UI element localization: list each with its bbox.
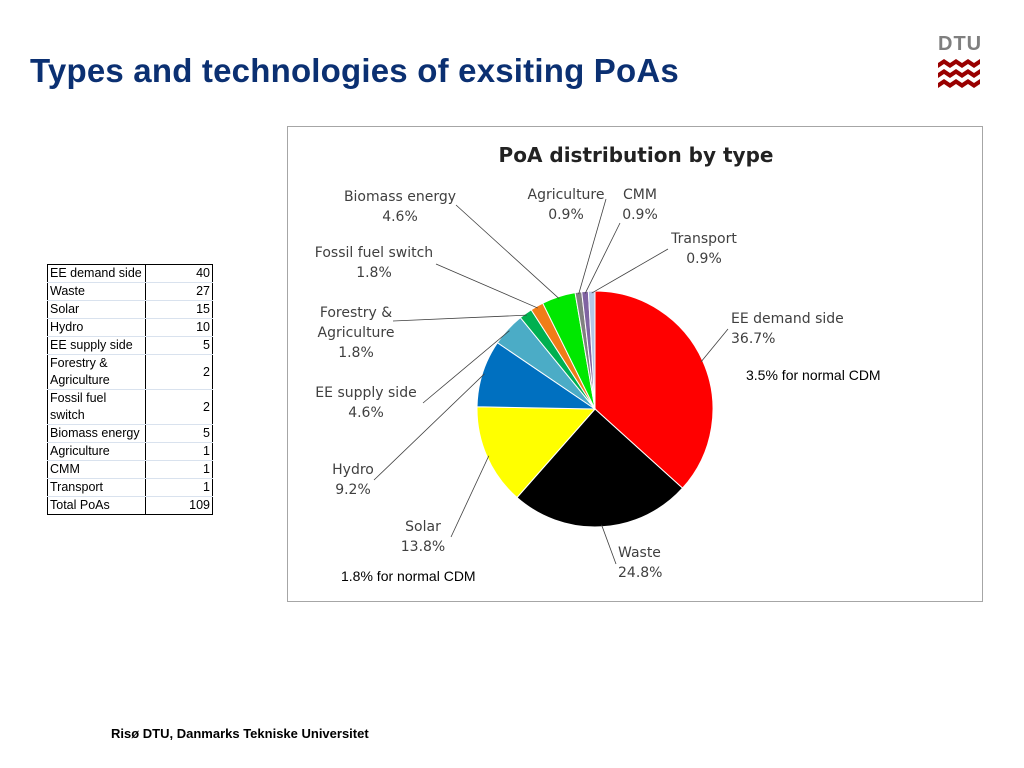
leader-line bbox=[435, 263, 539, 309]
row-value: 27 bbox=[145, 282, 213, 301]
row-label: Forestry & Agriculture bbox=[47, 354, 146, 390]
leader-line bbox=[455, 204, 560, 299]
leader-line bbox=[450, 455, 490, 538]
row-label: Solar bbox=[47, 300, 146, 319]
table-row: Forestry & Agriculture 2 bbox=[47, 354, 213, 390]
slice-label-waste: Waste 24.8% bbox=[618, 545, 662, 581]
table-row: CMM 1 bbox=[47, 460, 213, 479]
pie-slice-waste bbox=[516, 408, 684, 528]
leader-line bbox=[601, 524, 617, 565]
chart-frame: PoA distribution by type EE demand side 3… bbox=[287, 126, 983, 602]
row-value: 2 bbox=[145, 354, 213, 390]
dtu-logo: DTU bbox=[936, 33, 982, 95]
slice-label-solar: Solar 13.8% bbox=[401, 519, 445, 555]
row-label: Hydro bbox=[47, 318, 146, 337]
chart-title: PoA distribution by type bbox=[499, 143, 774, 167]
row-label: Total PoAs bbox=[47, 496, 146, 515]
ee-demand-note: 3.5% for normal CDM bbox=[746, 367, 881, 383]
table-row: Solar 15 bbox=[47, 300, 213, 319]
row-label: Biomass energy bbox=[47, 424, 146, 443]
table-row: Waste 27 bbox=[47, 282, 213, 301]
row-value: 1 bbox=[145, 442, 213, 461]
leader-line bbox=[392, 314, 527, 322]
slice-label-transport: Transport 0.9% bbox=[670, 231, 737, 267]
table-row: EE demand side 40 bbox=[47, 264, 213, 283]
table-row: Transport 1 bbox=[47, 478, 213, 497]
row-label: Fossil fuel switch bbox=[47, 389, 146, 425]
footer-text: Risø DTU, Danmarks Tekniske Universitet bbox=[111, 726, 369, 741]
table-row: EE supply side 5 bbox=[47, 336, 213, 355]
row-value: 15 bbox=[145, 300, 213, 319]
dtu-logo-mark bbox=[938, 59, 980, 88]
solar-note: 1.8% for normal CDM bbox=[341, 568, 476, 584]
row-value: 5 bbox=[145, 424, 213, 443]
pie-slice-solar bbox=[476, 406, 597, 499]
leader-line bbox=[591, 248, 669, 294]
row-value: 1 bbox=[145, 478, 213, 497]
row-value: 10 bbox=[145, 318, 213, 337]
row-value: 1 bbox=[145, 460, 213, 479]
slice-label-biomass-energy: Biomass energy 4.6% bbox=[344, 189, 456, 225]
row-label: EE demand side bbox=[47, 264, 146, 283]
pie-chart: PoA distribution by type EE demand side 3… bbox=[315, 143, 844, 581]
row-value: 40 bbox=[145, 264, 213, 283]
leader-line bbox=[700, 328, 729, 363]
slice-label-hydro: Hydro 9.2% bbox=[332, 462, 374, 498]
slide-title: Types and technologies of exsiting PoAs bbox=[30, 52, 679, 89]
row-label: Transport bbox=[47, 478, 146, 497]
slice-label-forestry-agriculture: Forestry & Agriculture 1.8% bbox=[318, 305, 395, 361]
poa-count-table: EE demand side 40 Waste 27 Solar 15 Hydro 10 EE … bbox=[47, 264, 213, 515]
leader-line bbox=[373, 373, 485, 481]
row-label: Waste bbox=[47, 282, 146, 301]
slice-label-ee-demand-side: EE demand side 36.7% bbox=[731, 311, 844, 347]
table-row: Biomass energy 5 bbox=[47, 424, 213, 443]
slice-label-agriculture: Agriculture 0.9% bbox=[528, 187, 605, 223]
pie-slice-ee-demand-side bbox=[594, 290, 714, 489]
row-value: 109 bbox=[145, 496, 213, 515]
table-row: Agriculture 1 bbox=[47, 442, 213, 461]
slice-label-fossil-fuel-switch: Fossil fuel switch 1.8% bbox=[315, 245, 433, 281]
table-row: Fossil fuel switch 2 bbox=[47, 389, 213, 425]
row-value: 5 bbox=[145, 336, 213, 355]
row-label: CMM bbox=[47, 460, 146, 479]
dtu-logo-text: DTU bbox=[938, 33, 983, 55]
slice-label-cmm: CMM 0.9% bbox=[622, 187, 658, 223]
row-value: 2 bbox=[145, 389, 213, 425]
table-total-row: Total PoAs 109 bbox=[47, 496, 213, 515]
row-label: Agriculture bbox=[47, 442, 146, 461]
leader-line bbox=[422, 330, 510, 404]
row-label: EE supply side bbox=[47, 336, 146, 355]
leader-line bbox=[578, 198, 607, 295]
table-row: Hydro 10 bbox=[47, 318, 213, 337]
leader-line bbox=[584, 222, 621, 294]
slice-label-ee-supply-side: EE supply side 4.6% bbox=[315, 385, 416, 421]
